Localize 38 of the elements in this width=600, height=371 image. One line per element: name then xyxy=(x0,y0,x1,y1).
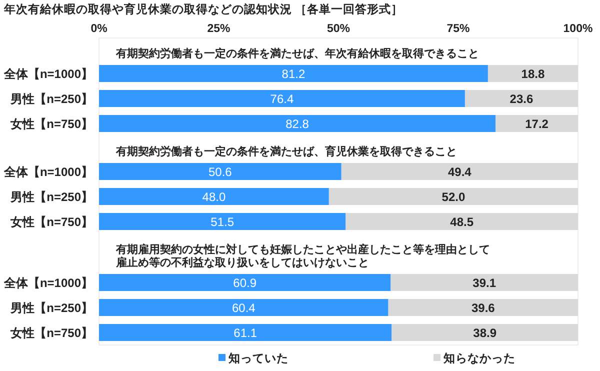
y-tick-label: 女性【n=750】 xyxy=(10,215,93,229)
data-label: 61.1 xyxy=(234,326,258,340)
legend-label: 知らなかった xyxy=(442,352,516,365)
data-label: 81.2 xyxy=(282,67,306,81)
y-tick-label: 全体【n=1000】 xyxy=(2,165,93,179)
data-label: 38.9 xyxy=(473,326,497,340)
data-label: 50.6 xyxy=(208,165,232,179)
data-label: 23.6 xyxy=(510,92,534,106)
x-tick-label: 50% xyxy=(326,23,350,35)
data-label: 48.5 xyxy=(450,215,474,229)
chart-title: 年次有給休暇の取得や育児休業の取得などの認知状況 ［各単一回答形式］ xyxy=(3,2,404,16)
data-label: 60.4 xyxy=(232,301,256,315)
data-label: 52.0 xyxy=(442,190,466,204)
y-tick-label: 全体【n=1000】 xyxy=(2,67,93,81)
x-tick-label: 25% xyxy=(207,23,230,35)
x-tick-label: 0% xyxy=(90,23,108,35)
y-tick-label: 全体【n=1000】 xyxy=(2,276,93,290)
y-tick-label: 女性【n=750】 xyxy=(10,117,93,131)
legend-label: 知っていた xyxy=(228,352,288,365)
annotation: 有期雇用契約の女性に対しても妊娠したことや出産したこと等を理由として雇止め等の不利益な取り扱いをしてはいけないこと xyxy=(115,243,490,269)
y-tick-label: 男性【n=250】 xyxy=(10,190,93,204)
data-label: 49.4 xyxy=(448,165,472,179)
data-label: 48.0 xyxy=(202,190,226,204)
x-tick-label: 100% xyxy=(563,23,593,35)
y-tick-label: 女性【n=750】 xyxy=(10,326,93,340)
data-label: 39.6 xyxy=(471,301,496,315)
y-tick-label: 男性【n=250】 xyxy=(10,301,93,315)
y-tick-label: 男性【n=250】 xyxy=(10,92,93,106)
annotation: 有期契約労働者も一定の条件を満たせば、育児休業を取得できること xyxy=(115,145,457,158)
data-label: 76.4 xyxy=(270,92,294,106)
data-label: 18.8 xyxy=(521,67,545,81)
data-label: 17.2 xyxy=(525,117,549,131)
x-tick-label: 75% xyxy=(446,23,470,35)
data-label: 82.8 xyxy=(286,117,310,131)
annotation: 有期契約労働者も一定の条件を満たせば、年次有給休暇を取得できること xyxy=(115,47,479,60)
data-label: 60.9 xyxy=(233,276,257,290)
data-label: 39.1 xyxy=(472,276,496,290)
data-label: 51.5 xyxy=(210,215,234,229)
